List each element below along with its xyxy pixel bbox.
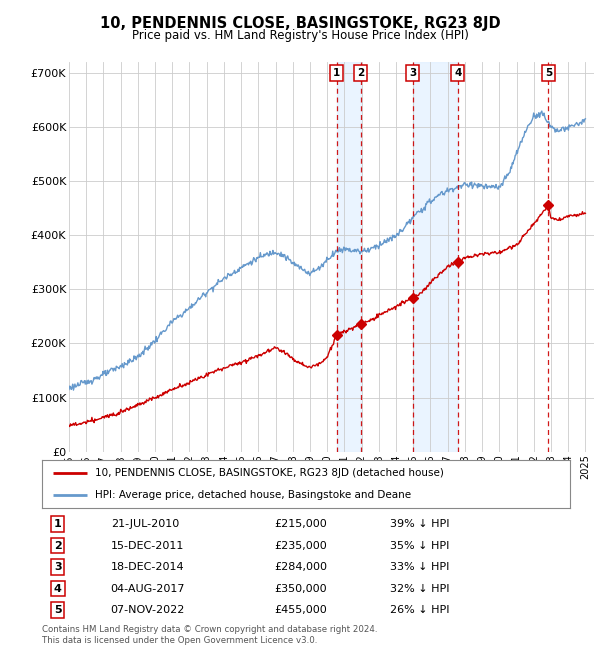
Text: This data is licensed under the Open Government Licence v3.0.: This data is licensed under the Open Gov… bbox=[42, 636, 317, 645]
Text: 2: 2 bbox=[358, 68, 365, 77]
Text: 4: 4 bbox=[454, 68, 461, 77]
Text: 07-NOV-2022: 07-NOV-2022 bbox=[110, 605, 185, 615]
Text: £350,000: £350,000 bbox=[274, 584, 327, 593]
Text: 04-AUG-2017: 04-AUG-2017 bbox=[110, 584, 185, 593]
Text: 15-DEC-2011: 15-DEC-2011 bbox=[110, 541, 184, 551]
Text: 33% ↓ HPI: 33% ↓ HPI bbox=[391, 562, 450, 572]
Text: 1: 1 bbox=[54, 519, 62, 529]
Text: Price paid vs. HM Land Registry's House Price Index (HPI): Price paid vs. HM Land Registry's House … bbox=[131, 29, 469, 42]
Text: £455,000: £455,000 bbox=[274, 605, 327, 615]
Text: 4: 4 bbox=[54, 584, 62, 593]
Text: 26% ↓ HPI: 26% ↓ HPI bbox=[391, 605, 450, 615]
Text: 18-DEC-2014: 18-DEC-2014 bbox=[110, 562, 184, 572]
Text: 2: 2 bbox=[54, 541, 62, 551]
Text: 3: 3 bbox=[54, 562, 62, 572]
Text: 1: 1 bbox=[333, 68, 340, 77]
Text: 35% ↓ HPI: 35% ↓ HPI bbox=[391, 541, 450, 551]
Text: 10, PENDENNIS CLOSE, BASINGSTOKE, RG23 8JD: 10, PENDENNIS CLOSE, BASINGSTOKE, RG23 8… bbox=[100, 16, 500, 31]
Text: 10, PENDENNIS CLOSE, BASINGSTOKE, RG23 8JD (detached house): 10, PENDENNIS CLOSE, BASINGSTOKE, RG23 8… bbox=[95, 468, 443, 478]
Text: HPI: Average price, detached house, Basingstoke and Deane: HPI: Average price, detached house, Basi… bbox=[95, 490, 411, 500]
Text: £235,000: £235,000 bbox=[274, 541, 327, 551]
Text: 32% ↓ HPI: 32% ↓ HPI bbox=[391, 584, 450, 593]
Text: £215,000: £215,000 bbox=[274, 519, 327, 529]
Text: 39% ↓ HPI: 39% ↓ HPI bbox=[391, 519, 450, 529]
Text: Contains HM Land Registry data © Crown copyright and database right 2024.: Contains HM Land Registry data © Crown c… bbox=[42, 625, 377, 634]
Text: 5: 5 bbox=[54, 605, 62, 615]
Text: 5: 5 bbox=[545, 68, 552, 77]
Text: 21-JUL-2010: 21-JUL-2010 bbox=[110, 519, 179, 529]
Text: 3: 3 bbox=[409, 68, 416, 77]
Bar bbox=[413, 62, 458, 452]
Text: £284,000: £284,000 bbox=[274, 562, 328, 572]
Bar bbox=[337, 62, 361, 452]
